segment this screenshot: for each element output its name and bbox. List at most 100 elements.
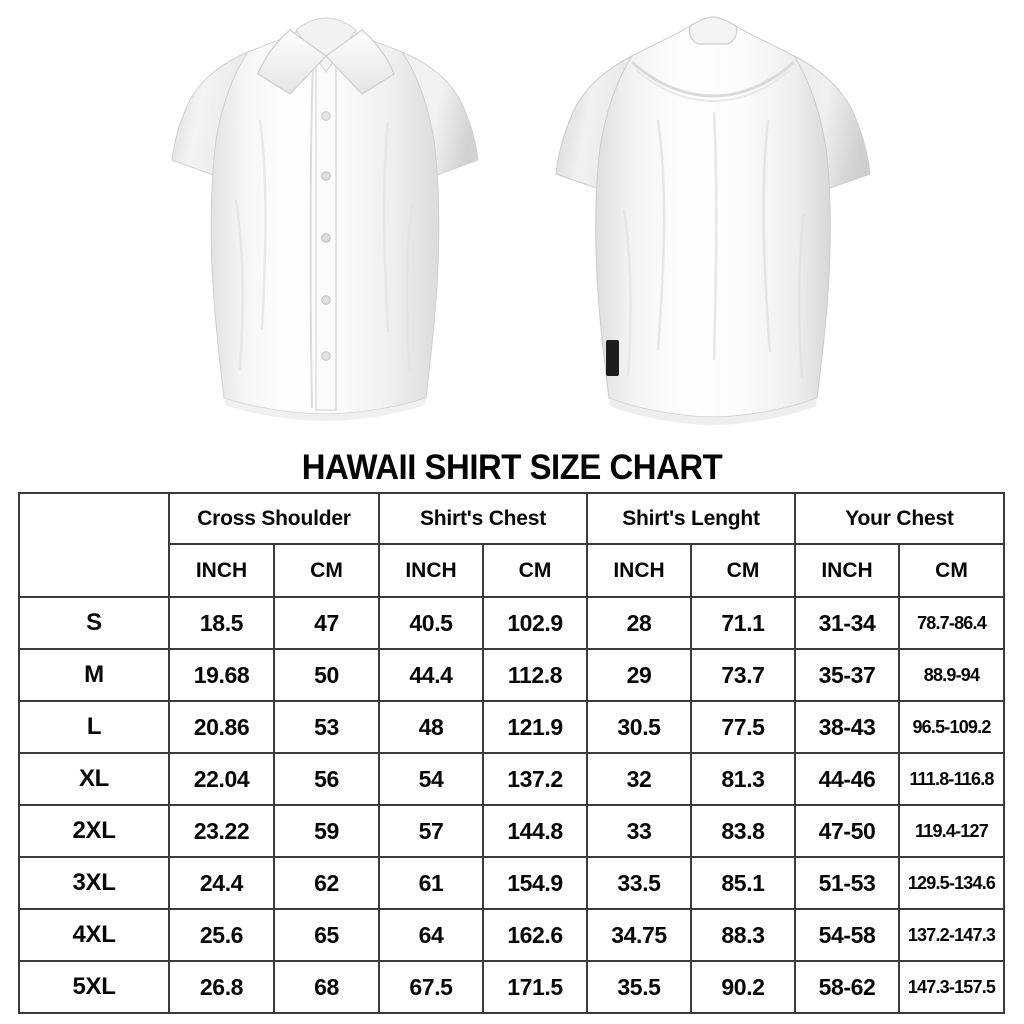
- cell-chest-cm: 112.8: [482, 648, 588, 702]
- cell-length-cm: 88.3: [690, 908, 796, 962]
- cell-your-chest-inch: 44-46: [794, 752, 900, 806]
- cell-your-chest-inch: 38-43: [794, 700, 900, 754]
- cell-chest-inch: 40.5: [378, 596, 484, 650]
- header-row-units: INCH CM INCH CM INCH CM INCH CM: [19, 543, 1005, 598]
- cell-chest-cm: 137.2: [482, 752, 588, 806]
- cell-chest-inch: 61: [378, 856, 484, 910]
- cell-size: 3XL: [18, 856, 170, 910]
- table-row: XL 22.04 56 54 137.2 32 81.3 44-46 111.8…: [18, 752, 1005, 806]
- table-header: Cross Shoulder Shirt's Chest Shirt's Len…: [18, 492, 1005, 598]
- cell-length-inch: 32: [586, 752, 692, 806]
- collar-right: [325, 29, 395, 95]
- header-group-shirts-chest: Shirt's Chest: [378, 492, 588, 545]
- hem-shadow: [224, 398, 426, 421]
- cell-size: L: [18, 700, 170, 754]
- shirt-buttons: [321, 111, 331, 361]
- cell-length-cm: 71.1: [690, 596, 796, 650]
- cell-chest-cm: 171.5: [482, 960, 588, 1014]
- cell-chest-cm: 154.9: [482, 856, 588, 910]
- cell-your-chest-inch: 51-53: [794, 856, 900, 910]
- cell-cross-shoulder-inch: 22.04: [168, 752, 275, 806]
- fabric-folds: [234, 119, 414, 373]
- hem-brand-tag: [606, 340, 619, 376]
- cell-length-inch: 29: [586, 648, 692, 702]
- cell-chest-inch: 67.5: [378, 960, 484, 1014]
- fabric-folds: [622, 111, 806, 379]
- cell-length-cm: 77.5: [690, 700, 796, 754]
- cell-chest-cm: 102.9: [482, 596, 588, 650]
- cell-size: XL: [18, 752, 170, 806]
- cell-your-chest-cm: 111.8-116.8: [898, 752, 1005, 806]
- shirt-front-illustration: [171, 17, 479, 421]
- cell-your-chest-inch: 54-58: [794, 908, 900, 962]
- header-unit-shirts-chest-inch: INCH: [378, 543, 484, 598]
- table-row: L 20.86 53 48 121.9 30.5 77.5 38-43 96.5…: [18, 700, 1005, 754]
- header-unit-cross-shoulder-inch: INCH: [168, 543, 275, 598]
- cell-chest-inch: 54: [378, 752, 484, 806]
- cell-cross-shoulder-inch: 26.8: [168, 960, 275, 1014]
- cell-your-chest-inch: 47-50: [794, 804, 900, 858]
- cell-size: M: [18, 648, 170, 702]
- cell-your-chest-cm: 147.3-157.5: [898, 960, 1005, 1014]
- page-title: HAWAII SHIRT SIZE CHART: [301, 448, 723, 487]
- table-row: 2XL 23.22 59 57 144.8 33 83.8 47-50 119.…: [18, 804, 1005, 858]
- table-body: S 18.5 47 40.5 102.9 28 71.1 31-34 78.7-…: [18, 596, 1005, 1014]
- cell-cross-shoulder-inch: 19.68: [168, 648, 275, 702]
- cell-your-chest-cm: 129.5-134.6: [898, 856, 1005, 910]
- cell-cross-shoulder-inch: 25.6: [168, 908, 275, 962]
- cell-length-inch: 34.75: [586, 908, 692, 962]
- header-unit-your-chest-cm: CM: [898, 543, 1005, 598]
- cell-length-inch: 35.5: [586, 960, 692, 1014]
- cell-cross-shoulder-cm: 65: [273, 908, 380, 962]
- header-unit-shirts-lenght-cm: CM: [690, 543, 796, 598]
- cell-cross-shoulder-inch: 18.5: [168, 596, 275, 650]
- cell-chest-inch: 44.4: [378, 648, 484, 702]
- shirt-back-illustration: [555, 16, 871, 425]
- cell-size: 2XL: [18, 804, 170, 858]
- placket-seam-left: [309, 61, 314, 409]
- collar-back: [688, 16, 738, 45]
- cell-size: 4XL: [18, 908, 170, 962]
- header-corner-cell: [18, 492, 170, 598]
- cell-length-inch: 30.5: [586, 700, 692, 754]
- cell-cross-shoulder-cm: 62: [273, 856, 380, 910]
- header-unit-shirts-lenght-inch: INCH: [586, 543, 692, 598]
- cell-length-inch: 33.5: [586, 856, 692, 910]
- shirt-front-image: [140, 0, 510, 445]
- header-unit-cross-shoulder-cm: CM: [273, 543, 380, 598]
- cell-chest-inch: 64: [378, 908, 484, 962]
- size-chart-table: Cross Shoulder Shirt's Chest Shirt's Len…: [18, 492, 1005, 1014]
- cell-your-chest-inch: 58-62: [794, 960, 900, 1014]
- cell-length-cm: 73.7: [690, 648, 796, 702]
- shirt-body-back: [595, 25, 831, 418]
- cell-your-chest-cm: 137.2-147.3: [898, 908, 1005, 962]
- table-row: 4XL 25.6 65 64 162.6 34.75 88.3 54-58 13…: [18, 908, 1005, 962]
- cell-cross-shoulder-cm: 53: [273, 700, 380, 754]
- collar-stand: [295, 17, 357, 73]
- yoke-seam: [630, 60, 796, 98]
- yoke-seam-inner: [635, 69, 791, 103]
- table-row: 3XL 24.4 62 61 154.9 33.5 85.1 51-53 129…: [18, 856, 1005, 910]
- cell-cross-shoulder-inch: 20.86: [168, 700, 275, 754]
- table-row: S 18.5 47 40.5 102.9 28 71.1 31-34 78.7-…: [18, 596, 1005, 650]
- header-group-cross-shoulder: Cross Shoulder: [168, 492, 380, 545]
- cell-your-chest-cm: 78.7-86.4: [898, 596, 1005, 650]
- cell-length-cm: 83.8: [690, 804, 796, 858]
- cell-length-inch: 28: [586, 596, 692, 650]
- cell-your-chest-inch: 35-37: [794, 648, 900, 702]
- header-row-groups: Cross Shoulder Shirt's Chest Shirt's Len…: [18, 492, 1005, 598]
- cell-chest-cm: 162.6: [482, 908, 588, 962]
- cell-cross-shoulder-cm: 47: [273, 596, 380, 650]
- table-row: 5XL 26.8 68 67.5 171.5 35.5 90.2 58-62 1…: [18, 960, 1005, 1014]
- cell-cross-shoulder-inch: 23.22: [168, 804, 275, 858]
- cell-chest-inch: 48: [378, 700, 484, 754]
- cell-chest-inch: 57: [378, 804, 484, 858]
- header-unit-shirts-chest-cm: CM: [482, 543, 588, 598]
- cell-cross-shoulder-cm: 68: [273, 960, 380, 1014]
- header-group-shirts-lenght: Shirt's Lenght: [586, 492, 796, 545]
- cell-cross-shoulder-cm: 59: [273, 804, 380, 858]
- cell-length-cm: 81.3: [690, 752, 796, 806]
- header-group-your-chest: Your Chest: [794, 492, 1005, 545]
- cell-size: S: [18, 596, 170, 650]
- cell-chest-cm: 121.9: [482, 700, 588, 754]
